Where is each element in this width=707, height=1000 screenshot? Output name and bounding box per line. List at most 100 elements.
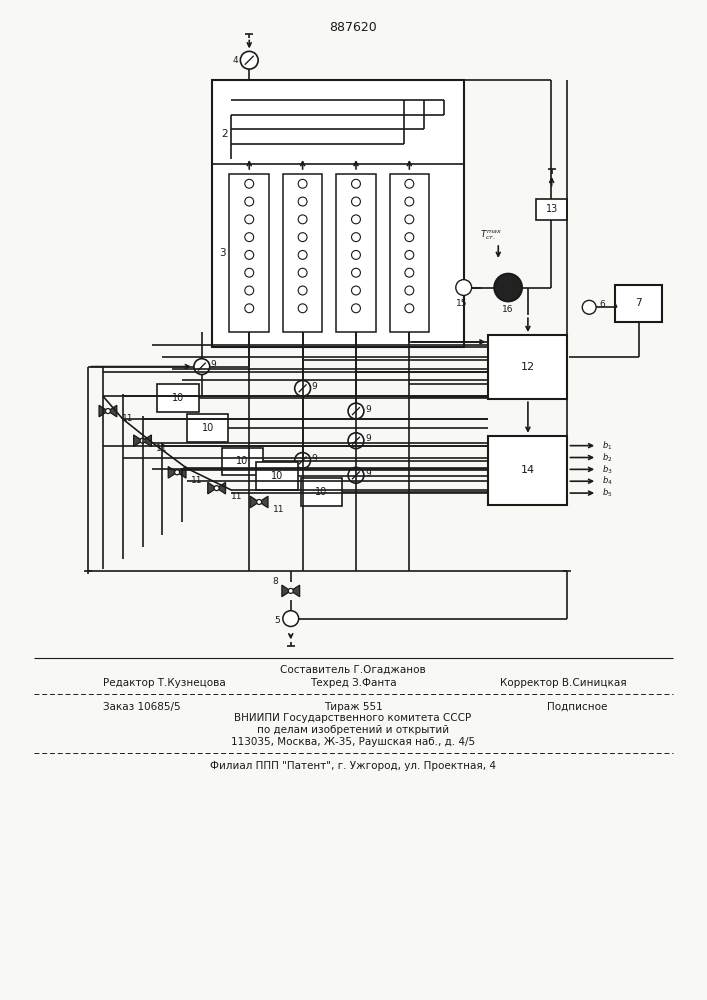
Text: 10: 10 [315,487,327,497]
Text: 10: 10 [201,423,214,433]
Polygon shape [134,435,143,446]
Text: 11: 11 [273,505,284,514]
Text: 9: 9 [312,454,317,463]
Circle shape [348,403,364,419]
Circle shape [583,300,596,314]
Text: 13: 13 [546,204,558,214]
Circle shape [405,304,414,313]
Circle shape [288,588,293,593]
Circle shape [351,304,361,313]
Text: $b_5$: $b_5$ [602,487,612,499]
Circle shape [245,233,254,242]
Text: 9: 9 [211,360,216,369]
Circle shape [295,453,310,468]
Circle shape [245,286,254,295]
Text: Составитель Г.Огаджанов: Составитель Г.Огаджанов [280,665,426,675]
Polygon shape [168,467,177,478]
Polygon shape [208,482,216,494]
Circle shape [405,179,414,188]
Bar [615,285,662,322]
Circle shape [405,233,414,242]
Circle shape [298,286,307,295]
Circle shape [245,215,254,224]
Circle shape [245,250,254,259]
Text: по делам изобретений и открытий: по делам изобретений и открытий [257,725,449,735]
Text: 9: 9 [365,434,370,443]
Bar [158,384,199,412]
Text: 9: 9 [312,382,317,391]
Circle shape [257,499,262,504]
Circle shape [283,611,298,626]
Circle shape [351,286,361,295]
Circle shape [351,250,361,259]
Circle shape [351,179,361,188]
Bar [256,462,298,490]
Circle shape [348,467,364,483]
Circle shape [351,197,361,206]
Polygon shape [177,467,186,478]
Circle shape [298,268,307,277]
Circle shape [405,197,414,206]
Text: Филиал ППП "Патент", г. Ужгород, ул. Проектная, 4: Филиал ППП "Патент", г. Ужгород, ул. Про… [210,761,496,771]
Text: $b_3$: $b_3$ [602,463,613,476]
Bar [489,436,568,505]
Text: 14: 14 [521,465,535,475]
Circle shape [351,233,361,242]
Circle shape [494,274,522,301]
Bar [187,414,228,442]
Bar [536,199,568,220]
Text: 4: 4 [233,56,238,65]
Text: 887620: 887620 [329,21,377,34]
Text: 5: 5 [274,616,280,625]
Circle shape [245,304,254,313]
Circle shape [295,380,310,396]
Text: 2: 2 [221,129,228,139]
Polygon shape [250,496,259,508]
Circle shape [214,486,219,491]
Bar [489,335,568,399]
Circle shape [348,433,364,449]
Circle shape [405,286,414,295]
Bar [230,174,269,332]
Bar [211,80,464,347]
Text: 10: 10 [271,471,283,481]
Text: 11: 11 [122,414,133,423]
Circle shape [405,215,414,224]
Text: 10: 10 [236,456,248,466]
Circle shape [456,280,472,295]
Polygon shape [108,405,117,417]
Text: $b_2$: $b_2$ [602,451,612,464]
Text: Корректор В.Синицкая: Корректор В.Синицкая [500,678,626,688]
Circle shape [194,359,210,374]
Circle shape [298,250,307,259]
Circle shape [405,250,414,259]
Circle shape [105,409,110,414]
Circle shape [405,268,414,277]
Circle shape [298,215,307,224]
Text: 7: 7 [636,298,642,308]
Text: ВНИИПИ Государственного комитета СССР: ВНИИПИ Государственного комитета СССР [235,713,472,723]
Text: $b_4$: $b_4$ [602,475,613,487]
Text: 9: 9 [365,469,370,478]
Polygon shape [282,585,291,597]
Text: 11: 11 [191,476,202,485]
Circle shape [351,268,361,277]
Text: 12: 12 [521,362,535,372]
Circle shape [298,197,307,206]
Text: 3: 3 [220,248,226,258]
Circle shape [298,304,307,313]
Polygon shape [259,496,268,508]
Text: Тираж 551: Тираж 551 [324,702,382,712]
Text: 8: 8 [272,577,278,586]
Bar [337,174,375,332]
Text: 11: 11 [230,492,242,501]
Circle shape [351,215,361,224]
Text: Заказ 10685/5: Заказ 10685/5 [103,702,180,712]
Circle shape [298,179,307,188]
Bar [390,174,429,332]
Bar [300,478,342,506]
Text: Техред З.Фанта: Техред З.Фанта [310,678,397,688]
Text: $T_{ст.}^{max}$: $T_{ст.}^{max}$ [481,228,503,242]
Text: Подписное: Подписное [547,702,607,712]
Text: 9: 9 [365,405,370,414]
